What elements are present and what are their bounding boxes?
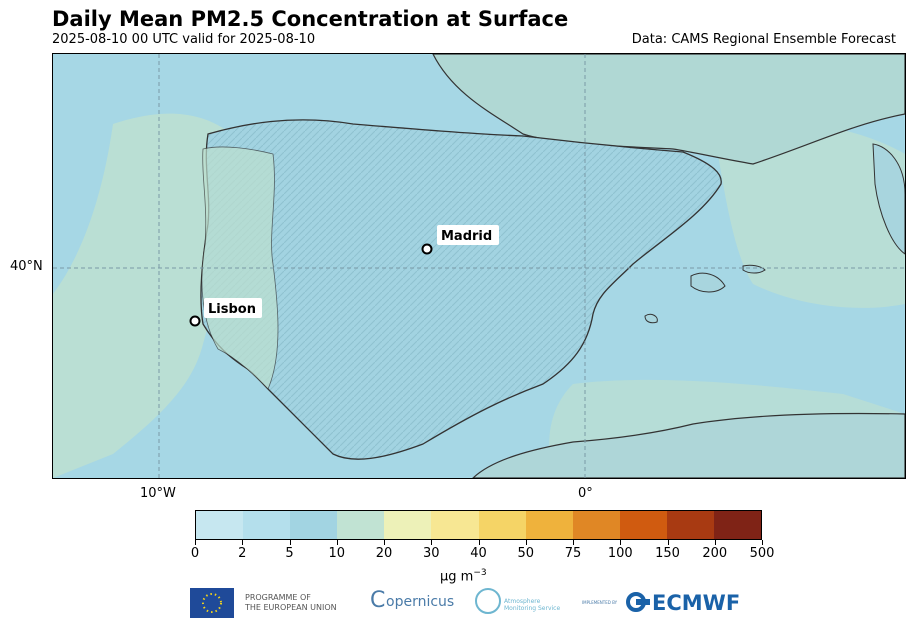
colorbar-segment (196, 511, 244, 539)
cams-swirl-icon (475, 588, 501, 614)
mallorca (690, 272, 726, 293)
colorbar-tick-mark (525, 540, 527, 545)
colorbar-segment (619, 511, 668, 539)
unit-exponent: −3 (473, 568, 487, 578)
colorbar-tick-mark (289, 540, 291, 545)
implemented-by-text: IMPLEMENTED BY (582, 600, 618, 605)
data-source: Data: CAMS Regional Ensemble Forecast (631, 32, 896, 47)
colorbar-segment (666, 511, 715, 539)
colorbar-tick-mark (384, 540, 385, 545)
eu-text-line2: THE EUROPEAN UNION (245, 603, 337, 612)
france-landmass (432, 54, 905, 165)
colorbar-segment (525, 511, 574, 539)
colorbar-tick-label: 10 (328, 546, 346, 561)
colorbar-tick-mark (195, 540, 196, 545)
colorbar-tick-mark (431, 540, 433, 545)
colorbar-tick-label: 50 (517, 546, 535, 561)
madrid-label: Madrid (441, 229, 492, 244)
ibiza (644, 313, 658, 324)
colorbar-tick-label: 40 (470, 546, 487, 561)
map-svg: Madrid Lisbon (53, 54, 905, 478)
lisbon-marker[interactable] (189, 315, 201, 327)
colorbar-tick-mark (573, 540, 574, 545)
colorbar-tick-mark (242, 540, 244, 545)
madrid-label-box (437, 225, 499, 245)
colorbar-segment (384, 511, 432, 539)
colorbar-tick-label: 20 (375, 546, 393, 561)
chart-title: Daily Mean PM2.5 Concentration at Surfac… (52, 7, 569, 31)
colorbar (195, 510, 762, 540)
colorbar-segment (243, 511, 291, 539)
north-africa (472, 412, 905, 478)
colorbar-tick-label: 100 (607, 546, 633, 561)
offshore-band (53, 113, 243, 478)
colorbar-segment (431, 511, 479, 539)
colorbar-tick-label: 150 (655, 546, 680, 561)
menorca (742, 264, 766, 274)
colorbar-tick-mark (336, 540, 338, 545)
unit-prefix: μg m (440, 569, 474, 585)
colorbar-tick-mark (478, 540, 480, 545)
footer-logos: PROGRAMME OF THE EUROPEAN UNION C operni… (190, 586, 750, 620)
colorbar-segment (337, 511, 385, 539)
colorbar-segment (713, 511, 762, 539)
colorbar-tick-mark (762, 540, 763, 545)
madrid-marker[interactable] (421, 243, 433, 255)
lisbon-label: Lisbon (208, 302, 256, 317)
ecmwf-symbol-icon (626, 592, 652, 612)
eu-text-line1: PROGRAMME OF (245, 593, 311, 602)
city-madrid[interactable]: Madrid (421, 225, 500, 255)
copernicus-c-icon: C (370, 588, 386, 613)
colorbar-tick-label: 0 (190, 546, 200, 561)
copernicus-logo-text: opernicus (386, 594, 455, 610)
lon-label-0: 0° (578, 486, 593, 501)
eu-flag-icon (190, 588, 234, 618)
chart-subtitle: 2025-08-10 00 UTC valid for 2025-08-10 (52, 32, 316, 47)
colorbar-tick-mark (620, 540, 622, 545)
lisbon-label-box (204, 298, 262, 318)
colorbar-tick-mark (667, 540, 669, 545)
colorbar-tick-label: 500 (749, 546, 775, 561)
offshore-band-east (713, 120, 905, 308)
colorbar-segment (572, 511, 621, 539)
city-lisbon[interactable]: Lisbon (189, 298, 263, 327)
cams-text: Atmosphere Monitoring Service (504, 598, 561, 612)
colorbar-unit: μg m−3 (440, 568, 487, 584)
sardinia (872, 143, 905, 255)
colorbar-segment (478, 511, 527, 539)
colorbar-ticks: 0 2 5 10 20 30 40 50 75 100 150 200 500 (191, 540, 774, 570)
colorbar-tick-label: 5 (285, 546, 294, 561)
colorbar-tick-mark (714, 540, 716, 545)
colorbar-tick-label: 2 (238, 546, 247, 561)
lat-label-40n: 40°N (10, 259, 43, 274)
colorbar-tick-label: 75 (564, 546, 582, 561)
colorbar-segment (290, 511, 338, 539)
colorbar-tick-label: 30 (422, 546, 440, 561)
lon-label-10w: 10°W (140, 486, 176, 501)
ecmwf-logo-text: ECMWF (652, 591, 741, 615)
map-panel[interactable]: Madrid Lisbon (52, 53, 906, 479)
portugal-region (201, 146, 279, 390)
colorbar-tick-label: 200 (702, 546, 728, 561)
